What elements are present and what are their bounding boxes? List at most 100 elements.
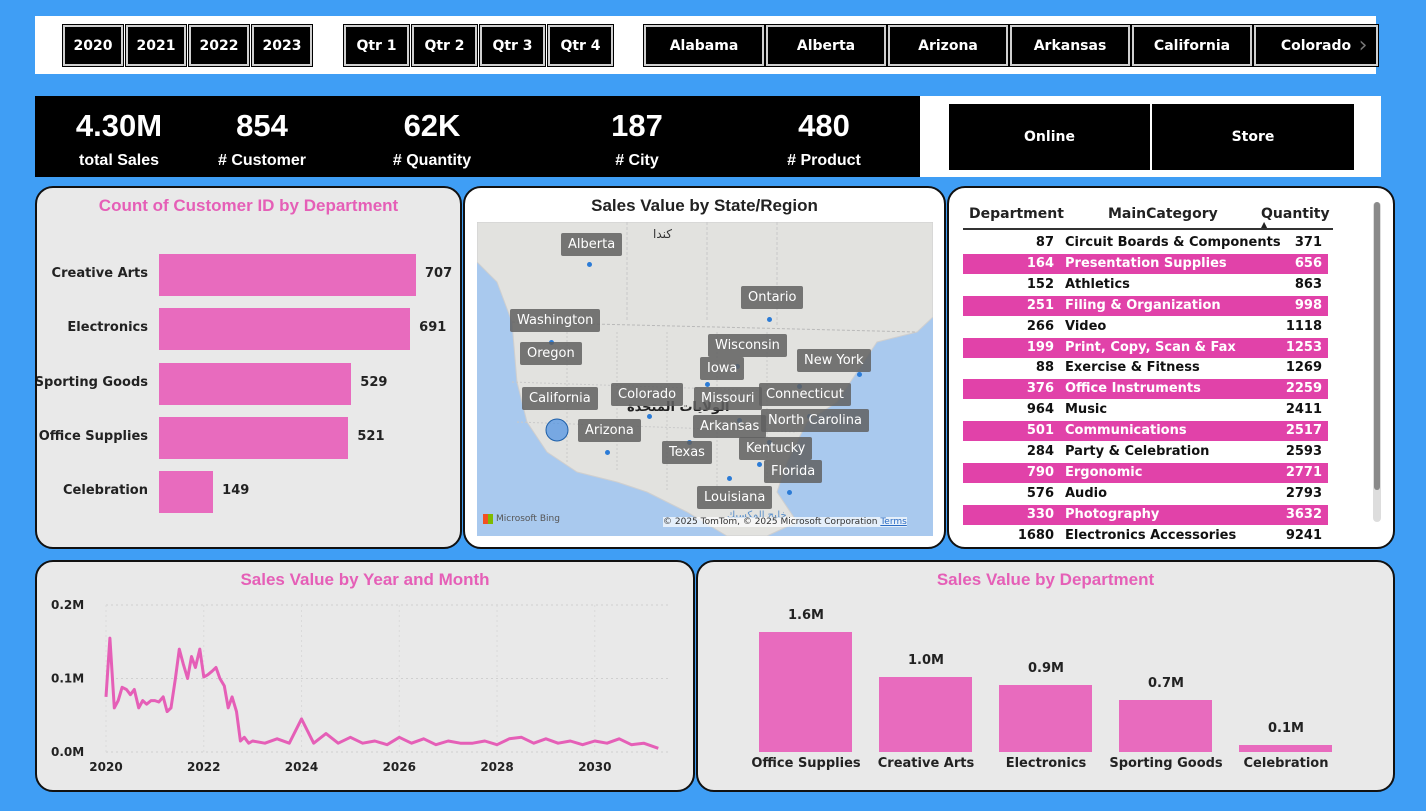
map-point[interactable] [605, 450, 610, 455]
map-label-connecticut: Connecticut [759, 383, 851, 406]
table-row[interactable]: 199 Print, Copy, Scan & Fax 1253 [963, 337, 1328, 358]
cell-category: Electronics Accessories [1065, 527, 1237, 543]
map-point[interactable] [647, 414, 652, 419]
bar[interactable] [999, 684, 1092, 752]
year-2022-button[interactable]: 2022 [188, 24, 250, 67]
table-row[interactable]: 576 Audio 2793 [963, 484, 1328, 504]
map-point[interactable] [857, 372, 862, 377]
series-line[interactable] [104, 636, 659, 750]
table-row[interactable]: 164 Presentation Supplies 656 [963, 253, 1328, 274]
cell-quantity: 1118 [1285, 318, 1322, 334]
terms-link[interactable]: Terms [880, 517, 907, 527]
header-department[interactable]: Department [969, 206, 1064, 222]
cell-category: Ergonomic [1065, 464, 1143, 480]
map-label-arizona: Arizona [578, 419, 641, 442]
cell-quantity: 3632 [1285, 506, 1322, 522]
table-row[interactable]: 251 Filing & Organization 998 [963, 295, 1328, 316]
bar[interactable] [159, 362, 352, 405]
map-point[interactable] [587, 262, 592, 267]
bar-category-label: Electronics [67, 320, 148, 336]
cell-department: 376 [1026, 381, 1054, 397]
cell-quantity: 998 [1294, 297, 1322, 313]
map-label-new-york: New York [797, 349, 871, 372]
cell-department: 88 [1035, 360, 1054, 376]
header-quantity[interactable]: Quantity [1261, 206, 1330, 222]
table-row[interactable]: 152 Athletics 863 [963, 275, 1328, 295]
cell-department: 164 [1026, 255, 1054, 271]
bar-value-label: 0.9M [1028, 660, 1064, 676]
year-2023-button[interactable]: 2023 [251, 24, 313, 67]
slicer-bar: 2020 2021 2022 2023 Qtr 1 Qtr 2 Qtr 3 Qt… [35, 16, 1379, 74]
cell-category: Presentation Supplies [1065, 255, 1227, 271]
table-row[interactable]: 501 Communications 2517 [963, 421, 1328, 442]
header-maincategory[interactable]: MainCategory [1108, 206, 1218, 222]
map-canvas[interactable]: كندا الولايات المتحدة خليج المكسيك Alber… [477, 222, 933, 536]
table-row[interactable]: 1680 Electronics Accessories 9241 [963, 526, 1328, 546]
state-alabama-button[interactable]: Alabama [643, 24, 765, 67]
map-point[interactable] [787, 490, 792, 495]
bar-category-label: Sporting Goods [35, 374, 148, 390]
map-label-louisiana: Louisiana [697, 486, 773, 509]
qtr-4-button[interactable]: Qtr 4 [547, 24, 614, 67]
year-2020-button[interactable]: 2020 [62, 24, 124, 67]
state-alberta-button[interactable]: Alberta [765, 24, 887, 67]
bar[interactable] [879, 677, 972, 752]
cell-category: Office Instruments [1065, 381, 1201, 397]
x-tick-label: 2026 [383, 760, 416, 774]
bar[interactable] [159, 308, 411, 351]
cell-category: Print, Copy, Scan & Fax [1065, 339, 1236, 355]
chevron-right-icon[interactable]: › [1358, 32, 1368, 58]
cell-department: 501 [1026, 423, 1054, 439]
channel-slicer: Online Store [920, 96, 1381, 177]
state-arizona-button[interactable]: Arizona [887, 24, 1009, 67]
cell-quantity: 2771 [1285, 464, 1322, 480]
qtr-2-button[interactable]: Qtr 2 [411, 24, 478, 67]
kpi-label: # Quantity [392, 152, 472, 169]
channel-store-button[interactable]: Store [1152, 104, 1354, 170]
map-point[interactable] [757, 462, 762, 467]
map-label-kentucky: Kentucky [739, 437, 813, 460]
bar-category-label: Office Supplies [751, 756, 861, 771]
table-row[interactable]: 790 Ergonomic 2771 [963, 462, 1328, 483]
x-tick-label: 2028 [480, 760, 513, 774]
qtr-3-button[interactable]: Qtr 3 [479, 24, 546, 67]
sales-by-department-card: Sales Value by Department 1.6M Office Sup… [696, 560, 1395, 792]
cell-category: Photography [1065, 506, 1160, 522]
bar[interactable] [159, 471, 214, 514]
map-point[interactable] [727, 476, 732, 481]
map-point[interactable] [705, 382, 710, 387]
state-colorado-button[interactable]: Colorado [1253, 24, 1379, 67]
bar[interactable] [159, 416, 349, 459]
table-row[interactable]: 330 Photography 3632 [963, 504, 1328, 525]
cell-category: Exercise & Fitness [1065, 360, 1200, 376]
year-2021-button[interactable]: 2021 [125, 24, 187, 67]
scrollbar-thumb[interactable] [1374, 202, 1380, 490]
table-row[interactable]: 964 Music 2411 [963, 400, 1328, 420]
bar[interactable] [1119, 699, 1212, 752]
bar[interactable] [759, 632, 852, 752]
table-row[interactable]: 88 Exercise & Fitness 1269 [963, 358, 1328, 378]
bar[interactable] [1239, 744, 1332, 752]
table-row[interactable]: 266 Video 1118 [963, 317, 1328, 337]
table-row[interactable]: 284 Party & Celebration 2593 [963, 442, 1328, 462]
table-row[interactable]: 376 Office Instruments 2259 [963, 379, 1328, 400]
kpi-value: 4.30M [75, 108, 163, 143]
bar-value-label: 0.1M [1268, 720, 1304, 736]
bar[interactable] [159, 254, 416, 296]
table-scrollbar[interactable] [1373, 202, 1381, 522]
bar-category-label: Electronics [1005, 756, 1087, 771]
sales-map-card: Sales Value by State/Region كندا الولايا… [463, 186, 946, 549]
cell-quantity: 863 [1294, 276, 1322, 292]
bar-category-label: Sporting Goods [1109, 756, 1223, 771]
table-row[interactable]: 87 Circuit Boards & Components 371 [963, 233, 1328, 253]
cell-quantity: 656 [1294, 255, 1322, 271]
state-arkansas-button[interactable]: Arkansas [1009, 24, 1131, 67]
bar-category-label: Creative Arts [51, 266, 148, 281]
map-point[interactable] [767, 317, 772, 322]
sort-asc-icon: ▲ [1261, 220, 1268, 229]
qtr-1-button[interactable]: Qtr 1 [343, 24, 410, 67]
channel-online-button[interactable]: Online [949, 104, 1150, 170]
cell-category: Communications [1065, 423, 1187, 439]
bing-text: Microsoft Bing [496, 514, 560, 524]
state-california-button[interactable]: California [1131, 24, 1253, 67]
